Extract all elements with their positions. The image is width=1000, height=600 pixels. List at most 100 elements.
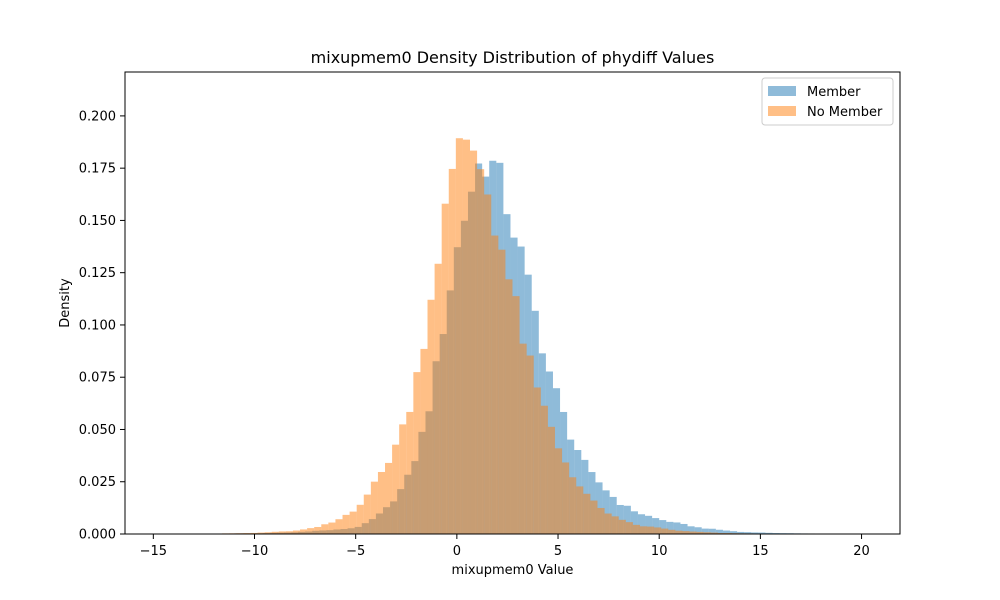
no-member-bar bbox=[349, 511, 357, 534]
x-axis-title: mixupmem0 Value bbox=[452, 563, 574, 578]
x-tick-label: 10 bbox=[651, 544, 668, 559]
y-tick-label: 0.000 bbox=[79, 528, 116, 543]
x-tick-label: −10 bbox=[241, 544, 268, 559]
member-bar bbox=[701, 528, 709, 534]
no-member-bar bbox=[590, 500, 598, 534]
no-member-bar bbox=[370, 481, 378, 534]
no-member-bar bbox=[682, 531, 690, 534]
y-tick-label: 0.025 bbox=[79, 475, 116, 490]
no-member-bar bbox=[413, 372, 421, 534]
x-tick-label: −15 bbox=[140, 544, 167, 559]
x-tick-label: 20 bbox=[853, 544, 870, 559]
no-member-bar bbox=[455, 138, 463, 534]
no-member-bar bbox=[654, 527, 662, 534]
member-bar bbox=[765, 532, 773, 534]
no-member-bar bbox=[703, 532, 711, 534]
no-member-bar bbox=[470, 150, 478, 534]
no-member-bar bbox=[292, 530, 301, 534]
y-tick-label: 0.175 bbox=[79, 162, 116, 177]
member-bar bbox=[687, 526, 695, 534]
member-bar bbox=[616, 504, 624, 534]
no-member-bar bbox=[540, 405, 548, 534]
no-member-bar bbox=[377, 471, 386, 534]
no-member-bar bbox=[264, 532, 272, 534]
member-bar bbox=[659, 520, 667, 534]
y-axis: 0.000 0.025 0.050 0.075 0.100 0.125 0.150 0.175… bbox=[79, 109, 125, 543]
legend-swatch-member bbox=[768, 86, 796, 96]
no-member-bar bbox=[696, 531, 704, 534]
no-member-bar bbox=[356, 504, 364, 534]
y-tick-label: 0.150 bbox=[79, 214, 116, 229]
no-member-bar bbox=[434, 263, 442, 534]
x-tick-label: 15 bbox=[752, 544, 769, 559]
no-member-bar bbox=[363, 494, 371, 534]
no-member-bar bbox=[335, 519, 343, 534]
no-member-bar bbox=[583, 493, 591, 534]
member-bar bbox=[602, 490, 610, 534]
no-member-bar bbox=[307, 528, 315, 534]
y-tick-label: 0.075 bbox=[79, 371, 116, 386]
no-member-bar bbox=[300, 529, 308, 534]
no-member-bar bbox=[399, 424, 407, 534]
no-member-bars bbox=[193, 138, 839, 535]
member-bar bbox=[637, 514, 646, 534]
no-member-bar bbox=[462, 139, 470, 534]
no-member-bar bbox=[647, 526, 655, 534]
member-bar bbox=[609, 496, 617, 534]
no-member-bar bbox=[689, 531, 697, 534]
no-member-bar bbox=[661, 528, 669, 534]
member-bar bbox=[722, 530, 731, 534]
no-member-bar bbox=[533, 387, 541, 534]
no-member-bar bbox=[604, 513, 612, 534]
no-member-bar bbox=[547, 426, 555, 534]
x-tick-label: 5 bbox=[554, 544, 562, 559]
member-bar bbox=[645, 515, 653, 534]
no-member-bar bbox=[498, 249, 506, 534]
no-member-bar bbox=[427, 299, 435, 534]
no-member-bar bbox=[477, 169, 485, 535]
no-member-bar bbox=[569, 477, 577, 534]
no-member-bar bbox=[675, 530, 683, 534]
no-member-bar bbox=[611, 516, 619, 534]
no-member-bar bbox=[342, 514, 350, 534]
no-member-bar bbox=[385, 462, 393, 534]
member-bar bbox=[694, 527, 702, 534]
no-member-bar bbox=[618, 519, 626, 534]
legend-label-member: Member bbox=[807, 85, 861, 100]
no-member-bar bbox=[576, 486, 584, 534]
no-member-bar bbox=[271, 531, 279, 534]
chart-title: mixupmem0 Density Distribution of phydif… bbox=[311, 48, 715, 67]
member-bar bbox=[758, 532, 766, 534]
member-bar bbox=[680, 523, 688, 534]
no-member-bar bbox=[441, 203, 449, 534]
x-tick-label: 0 bbox=[453, 544, 461, 559]
no-member-bar bbox=[285, 531, 293, 534]
member-bar bbox=[708, 528, 716, 534]
x-tick-label: −5 bbox=[346, 544, 365, 559]
no-member-bar bbox=[314, 526, 322, 534]
member-bar bbox=[730, 531, 738, 534]
x-axis: −15 −10 −5 0 5 10 15 20 bbox=[140, 534, 870, 559]
y-axis-title: Density bbox=[58, 278, 73, 328]
no-member-bar bbox=[392, 444, 400, 534]
member-bar bbox=[666, 521, 674, 534]
no-member-bar bbox=[484, 194, 492, 535]
no-member-bar bbox=[278, 531, 286, 534]
member-bar bbox=[744, 532, 752, 534]
legend: Member No Member bbox=[761, 77, 894, 126]
no-member-bar bbox=[526, 355, 534, 534]
no-member-bar bbox=[328, 522, 336, 534]
no-member-bar bbox=[420, 348, 428, 534]
no-member-bar bbox=[632, 524, 640, 534]
no-member-bar bbox=[250, 532, 258, 534]
member-bar bbox=[673, 522, 681, 534]
no-member-bar bbox=[512, 296, 520, 534]
no-member-bar bbox=[505, 279, 513, 534]
no-member-bar bbox=[321, 524, 329, 534]
no-member-bar bbox=[625, 522, 633, 534]
member-bar bbox=[715, 529, 723, 534]
plot-area bbox=[124, 71, 901, 535]
no-member-bar bbox=[554, 448, 563, 534]
no-member-bar bbox=[448, 168, 456, 534]
